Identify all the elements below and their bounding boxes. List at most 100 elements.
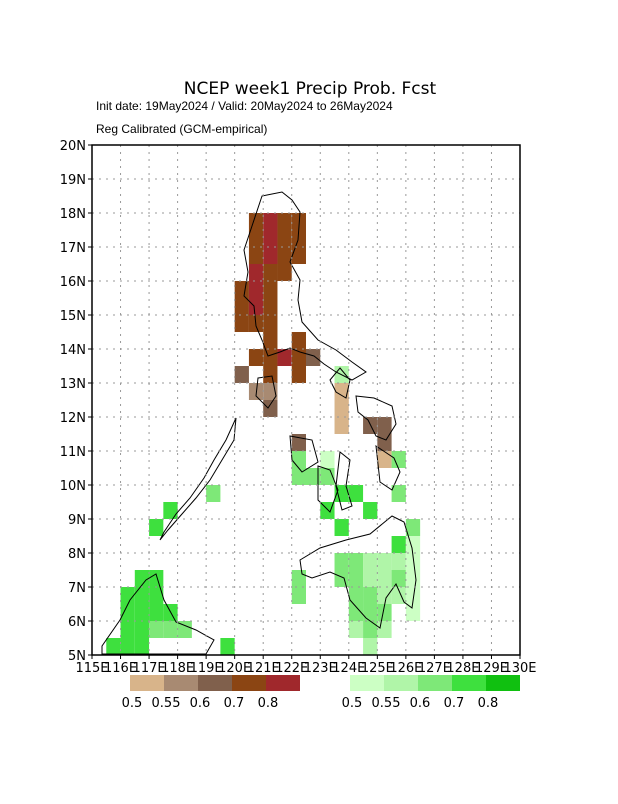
x-tick-label: 121E [247,661,280,676]
y-tick-label: 12N [60,411,86,426]
wet-cell [391,553,406,570]
wet-cell [220,638,235,655]
wet-cell [163,502,178,519]
wet-cell [391,570,406,587]
wet-cell [405,604,421,621]
x-tick-label: 119E [190,661,223,676]
wet-cell [106,638,121,655]
dry-cell [263,247,278,264]
dry-cell [377,451,392,468]
legend-swatch [164,675,198,691]
wet-cell [120,621,135,638]
wet-cell [363,570,378,587]
wet-cell [405,553,421,570]
wet-cell [348,621,364,638]
wet-cell [120,638,135,655]
legend-label: 0.55 [372,696,401,711]
wet-cell [120,604,135,621]
x-tick-label: 124E [332,661,365,676]
wet-cell [348,570,364,587]
dry-cell [277,264,292,281]
wet-cell [320,451,335,468]
wet-cell [134,621,150,638]
x-tick-label: 126E [389,661,422,676]
legend-swatch [232,675,266,691]
wet-cell [134,638,150,655]
wet-cell [363,587,378,604]
wet-cell [149,621,164,638]
y-tick-label: 14N [60,343,86,358]
note: Reg Calibrated (GCM-empirical) [96,122,267,136]
dry-cell [291,349,306,366]
wet-cell [291,587,306,604]
wet-cell [291,451,306,468]
dry-cell [263,400,278,417]
x-tick-label: 130E [503,661,536,676]
x-tick-label: 118E [161,661,194,676]
dry-cell [291,230,306,247]
wet-cell [348,604,364,621]
dry-cell [263,281,278,298]
wet-cell [334,553,349,570]
legend-swatch [452,675,486,691]
legend-label: 0.6 [410,696,431,711]
coastline [101,191,417,655]
dry-cell [277,213,292,230]
wet-cell [348,553,364,570]
wet-cell [405,536,421,553]
dry-cell [248,298,264,315]
wet-cell [405,570,421,587]
x-tick-label: 123E [304,661,337,676]
legend-label: 0.5 [342,696,363,711]
dry-cell [248,230,264,247]
dry-cell [334,400,349,417]
x-tick-label: 117E [133,661,166,676]
wet-cell [291,570,306,587]
dry-cell [263,315,278,332]
dry-cell [263,366,278,383]
legend-swatch [384,675,418,691]
dry-cell [234,281,249,298]
x-tick-label: 120E [218,661,251,676]
dry-cell [263,349,278,366]
wet-cell [363,638,378,655]
subtitle: Init date: 19May2024 / Valid: 20May2024 … [96,99,393,113]
dry-cell [263,230,278,247]
dry-cell [248,349,264,366]
wet-cell [134,570,150,587]
y-tick-label: 9N [68,513,86,528]
dry-cell [291,332,306,349]
x-tick-label: 116E [104,661,137,676]
dry-cell [291,366,306,383]
wet-cell [363,502,378,519]
legend-swatch [266,675,300,691]
wet-cell [177,621,192,638]
wet-cell [391,536,406,553]
x-tick-label: 128E [446,661,479,676]
legend-swatch [130,675,164,691]
wet-cell [391,485,406,502]
title: NCEP week1 Precip Prob. Fcst [184,79,437,99]
y-tick-label: 11N [60,445,86,460]
dry-cell [277,349,292,366]
y-tick-label: 18N [60,207,86,222]
wet-cell [334,519,349,536]
wet-cell [377,604,392,621]
wet-cell [377,570,392,587]
dry-cell [263,264,278,281]
wet-cell [391,451,406,468]
dry-cell [334,383,349,400]
wet-cell [149,519,164,536]
wet-cell [363,621,378,638]
dry-cell [377,417,392,434]
wet-cell [391,587,406,604]
wet-cell [149,570,164,587]
legend-label: 0.7 [444,696,465,711]
dry-cell [234,298,249,315]
wet-cell [377,587,392,604]
wet-cell [348,587,364,604]
dry-cell [306,349,321,366]
wet-cell [120,587,135,604]
dry-cell [277,247,292,264]
